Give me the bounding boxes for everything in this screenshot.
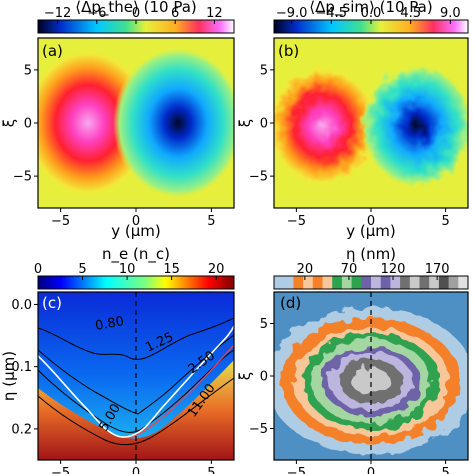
x-tick-label: 0 <box>132 214 140 229</box>
colorbar-swatch <box>438 276 450 289</box>
panel-b-xlabel: y (μm) <box>346 222 396 240</box>
colorbar-tick-label: 6 <box>171 6 179 21</box>
y-tick-label: 5 <box>260 317 268 332</box>
panel-a-xlabel: y (μm) <box>111 222 161 240</box>
colorbar-tick-label: 120 <box>381 262 406 277</box>
panel-b-tag: (b) <box>278 42 299 60</box>
colorbar-swatch <box>400 276 411 289</box>
colorbar-tick-label: −4.5 <box>316 6 348 21</box>
colorbar-tick-label: 0 <box>132 6 140 21</box>
panel-a: (a) −5 0 5 5 0 −5 y (μm) ξ <box>0 37 235 240</box>
colorbar-d: η (nm) 20 70 120 170 <box>273 245 469 290</box>
panel-c-dense-region <box>38 360 234 460</box>
colorbar-swatch <box>283 276 294 289</box>
y-tick-label: 0 <box>24 117 32 132</box>
colorbar-swatch <box>409 276 420 289</box>
colorbar-b: ⟨Δp_sim⟩ (10 Pa) −9.0 −4.5 0.0 4.5 9.0 <box>273 0 469 34</box>
colorbar-tick-label: 12 <box>206 6 223 21</box>
colorbar-tick-label: 20 <box>297 262 314 277</box>
colorbar-swatch <box>322 276 333 289</box>
panel-b-positive-lobe <box>274 64 379 188</box>
y-tick-label: 5 <box>260 63 268 78</box>
panel-c-contour-label: 0.80 <box>94 314 125 334</box>
y-tick-label: 0 <box>260 117 268 132</box>
x-tick-label: 5 <box>207 466 215 474</box>
colorbar-swatch <box>371 276 382 289</box>
colorbar-c-label: n_e (n_c) <box>102 245 170 264</box>
panel-c-contour <box>38 317 234 360</box>
colorbar-swatch <box>390 276 401 289</box>
panel-c-contour-white <box>38 325 234 438</box>
panel-d-tag: (d) <box>280 294 301 312</box>
panel-c-contour-red <box>129 344 234 439</box>
colorbar-swatch <box>312 276 323 289</box>
colorbar-tick-label: 10 <box>119 262 136 277</box>
colorbar-tick-label: 5 <box>78 262 86 277</box>
colorbar-tick-label: 20 <box>208 262 225 277</box>
colorbar-tick-label: 15 <box>163 262 180 277</box>
panel-b-negative-lobe <box>361 64 468 188</box>
colorbar-swatch <box>293 276 304 289</box>
y-tick-label: −5 <box>13 170 32 185</box>
y-tick-label: 5 <box>24 63 32 78</box>
panel-b: (b) −5 0 5 5 0 −5 y (μm) ξ <box>236 37 469 240</box>
colorbar-swatch <box>303 276 314 289</box>
colorbar-tick-label: −6 <box>87 6 106 21</box>
colorbar-swatch <box>341 276 353 289</box>
panel-b-ylabel: ξ <box>236 119 254 127</box>
panel-c: (c) 0.80 1.25 2.50 5.00 11.00 −5 0 50.00.1… <box>0 291 235 474</box>
colorbar-a: ⟨Δp_the⟩ (10 Pa) −12 −6 0 6 12 <box>37 0 235 34</box>
colorbar-a-label: ⟨Δp_the⟩ (10 Pa) <box>75 0 197 17</box>
colorbar-swatch <box>351 276 362 289</box>
y-tick-label: 0 <box>260 370 268 385</box>
colorbar-swatch <box>419 276 430 289</box>
panel-c-contour <box>38 349 234 433</box>
x-tick-label: −5 <box>51 214 70 229</box>
panel-a-tag: (a) <box>42 42 63 60</box>
panel-c-contour <box>38 334 234 415</box>
y-tick-label: −5 <box>249 422 268 437</box>
colorbar-tick-label: 9.0 <box>440 6 461 21</box>
panel-c-ylabel: η (μm) <box>0 351 18 401</box>
panel-d: (d) −5 0 5 5 0 −5 ξ <box>236 291 469 474</box>
colorbar-swatch <box>332 276 343 289</box>
colorbar-tick-label: 170 <box>425 262 450 277</box>
y-tick-label: −5 <box>249 170 268 185</box>
panel-a-negative-lobe <box>113 47 234 199</box>
colorbar-c: n_e (n_c) 0 5 10 15 20 <box>34 245 235 290</box>
colorbar-b-label: ⟨Δp_sim⟩ (10 Pa) <box>309 0 432 17</box>
x-tick-label: 0 <box>367 214 375 229</box>
panel-d-ylabel: ξ <box>236 372 254 380</box>
x-tick-label: −5 <box>287 466 306 474</box>
y-tick-label: 0.0 <box>11 298 32 313</box>
colorbar-swatch <box>448 276 459 289</box>
x-tick-label: 5 <box>207 214 215 229</box>
colorbar-swatch <box>274 276 285 289</box>
colorbar-swatch <box>458 276 469 289</box>
colorbar-tick-label: −12 <box>44 6 71 21</box>
panel-c-contour <box>38 377 234 446</box>
colorbar-tick-label: 0 <box>34 262 42 277</box>
panel-c-tag: (c) <box>42 294 62 312</box>
x-tick-label: 5 <box>441 214 449 229</box>
x-tick-label: −5 <box>287 214 306 229</box>
colorbar-tick-label: 0.0 <box>361 6 382 21</box>
x-tick-label: 0 <box>367 466 375 474</box>
colorbar-d-label: η (nm) <box>346 245 396 263</box>
y-tick-label: 0.1 <box>11 360 32 375</box>
colorbar-tick-label: 4.5 <box>400 6 421 21</box>
panel-d-level-ring <box>351 367 391 395</box>
colorbar-swatch <box>380 276 391 289</box>
panel-a-ylabel: ξ <box>0 119 18 127</box>
x-tick-label: −5 <box>51 466 70 474</box>
x-tick-label: 0 <box>132 466 140 474</box>
x-tick-label: 5 <box>441 466 449 474</box>
colorbar-tick-label: 70 <box>341 262 358 277</box>
y-tick-label: 0.2 <box>11 422 32 437</box>
colorbar-swatch <box>429 276 440 289</box>
colorbar-tick-label: −9.0 <box>276 6 308 21</box>
colorbar-swatch <box>361 276 372 289</box>
